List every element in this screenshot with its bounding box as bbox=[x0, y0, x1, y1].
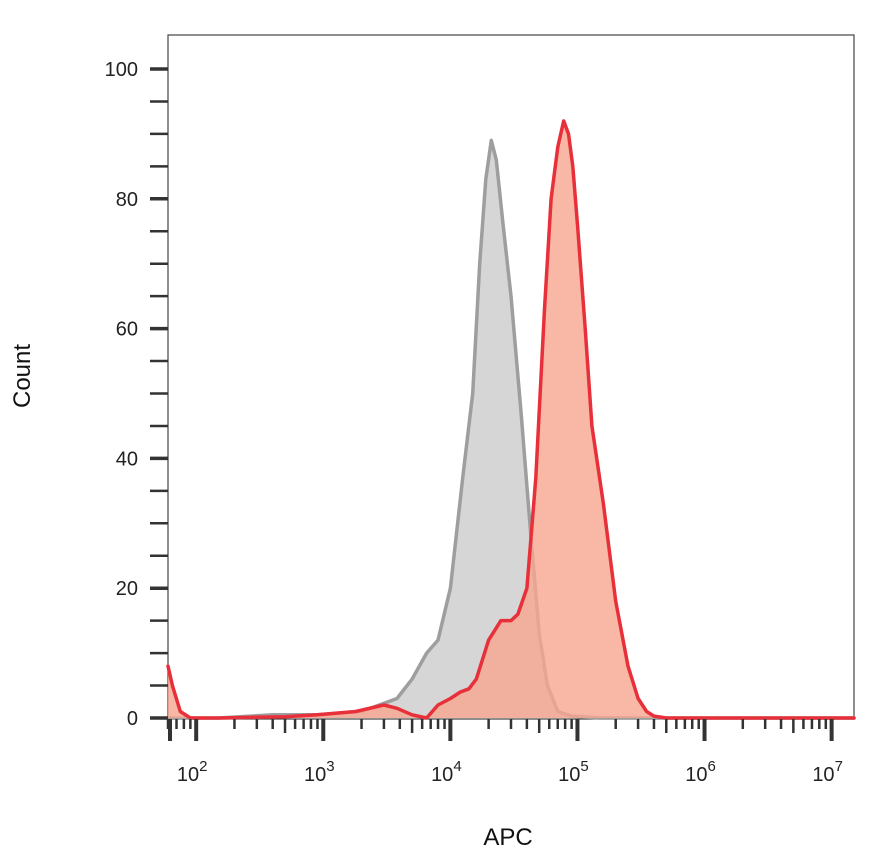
y-tick-label: 80 bbox=[116, 189, 138, 211]
y-tick-label: 60 bbox=[116, 319, 138, 341]
y-tick-label: 40 bbox=[116, 448, 138, 470]
x-tick-label: 107 bbox=[812, 758, 843, 786]
y-tick-label: 100 bbox=[105, 59, 138, 81]
series-0-fill bbox=[168, 140, 854, 718]
y-axis: 0 20 40 60 80 100 bbox=[105, 59, 168, 730]
x-axis: 102 103 104 105 106 107 bbox=[166, 719, 843, 786]
y-tick-label: 20 bbox=[116, 578, 138, 600]
x-axis-title: APC bbox=[483, 824, 532, 851]
x-tick-label: 104 bbox=[431, 758, 462, 786]
x-tick-label: 106 bbox=[685, 758, 716, 786]
series-layer bbox=[166, 119, 856, 720]
y-tick-label: 0 bbox=[127, 708, 138, 730]
x-tick-label: 105 bbox=[558, 758, 589, 786]
y-axis-title: Count bbox=[9, 344, 36, 408]
series-1-line bbox=[166, 119, 856, 720]
x-tick-label: 102 bbox=[177, 758, 208, 786]
x-tick-label: 103 bbox=[304, 758, 335, 786]
